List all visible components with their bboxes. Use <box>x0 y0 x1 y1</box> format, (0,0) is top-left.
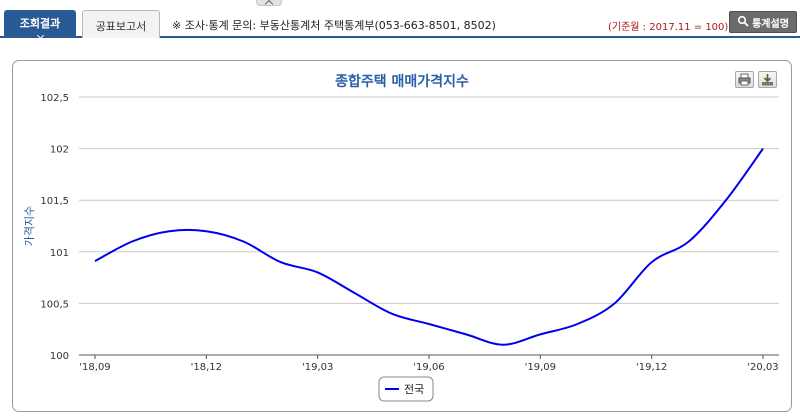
x-tick-label: '19,09 <box>525 362 556 373</box>
x-tick-label: '19,03 <box>302 362 333 373</box>
chevron-down-icon <box>36 31 44 40</box>
x-tick-label: '18,12 <box>191 362 222 373</box>
inquiry-notice: ※ 조사·통계 문의: 부동산통계처 주택통계부(053-663-8501, 8… <box>172 19 496 32</box>
stat-description-label: 통계설명 <box>752 18 789 30</box>
download-button[interactable] <box>758 71 777 88</box>
chart-title: 종합주택 매매가격지수 <box>335 74 469 90</box>
x-tick-label: '20,03 <box>747 362 778 373</box>
y-tick-label: 101 <box>50 248 69 259</box>
collapse-handle[interactable] <box>256 0 282 6</box>
x-tick-label: '19,06 <box>413 362 444 373</box>
y-tick-label: 101,5 <box>40 196 69 207</box>
base-month-note: (기준월 : 2017.11 = 100) <box>608 22 729 33</box>
chart-panel: 100 100,5 101 101,5 102 102,5 '18,09 '18,12 '19,… <box>12 60 792 412</box>
y-tick-label: 102,5 <box>40 93 69 104</box>
y-tick-label: 100 <box>50 351 69 362</box>
legend: 전국 <box>378 376 434 402</box>
y-tick-label: 102 <box>50 145 69 156</box>
download-icon <box>759 73 776 86</box>
y-axis-label: 가격지수 <box>23 206 36 246</box>
tab-publication-report-label: 공표보고서 <box>95 20 147 33</box>
top-bar: 조회결과 공표보고서 ※ 조사·통계 문의: 부동산통계처 주택통계부(053-… <box>0 6 800 40</box>
x-tick-label: '18,09 <box>79 362 110 373</box>
print-button[interactable] <box>735 71 754 88</box>
magnifier-icon <box>737 15 749 30</box>
print-icon <box>736 73 753 86</box>
stat-description-button[interactable]: 통계설명 <box>729 11 797 33</box>
series-line <box>94 148 764 346</box>
tab-publication-report[interactable]: 공표보고서 <box>82 10 160 38</box>
legend-label: 전국 <box>404 383 424 396</box>
tab-query-result-label: 조회결과 <box>19 17 61 30</box>
tab-query-result[interactable]: 조회결과 <box>4 10 76 40</box>
chart-area: 100 100,5 101 101,5 102 102,5 '18,09 '18,12 '19,… <box>23 93 779 402</box>
legend-box <box>378 376 434 402</box>
x-tick-label: '19,12 <box>636 362 667 373</box>
y-tick-label: 100,5 <box>40 299 69 310</box>
